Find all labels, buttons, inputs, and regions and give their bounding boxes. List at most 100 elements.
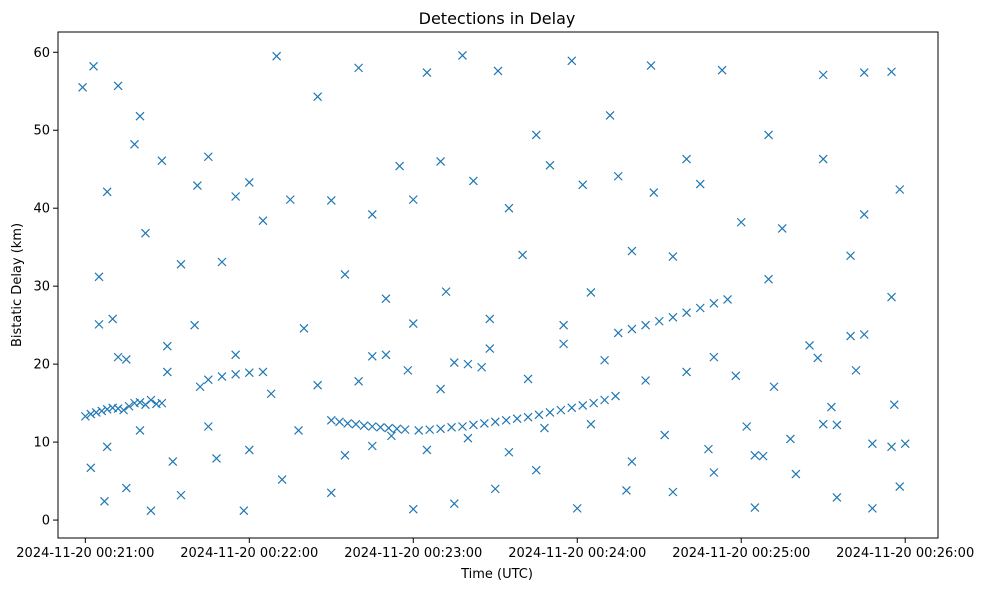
- data-point-marker: [682, 154, 691, 164]
- data-point-marker: [851, 365, 861, 375]
- data-point-marker: [758, 451, 768, 461]
- data-point-marker: [477, 362, 487, 372]
- data-point-marker: [895, 185, 905, 194]
- data-point-marker: [168, 457, 178, 467]
- data-point-marker: [203, 152, 213, 162]
- data-point-marker: [395, 161, 405, 171]
- data-point-marker: [900, 439, 910, 449]
- data-point-marker: [212, 454, 221, 463]
- data-point-marker: [449, 358, 459, 368]
- data-point-marker: [627, 324, 637, 334]
- data-point-marker: [130, 139, 139, 149]
- data-point-marker: [709, 298, 719, 308]
- data-point-marker: [695, 179, 705, 189]
- data-point-marker: [887, 67, 896, 77]
- data-point-marker: [231, 350, 241, 360]
- data-point-marker: [479, 418, 489, 428]
- data-point-marker: [859, 68, 869, 77]
- data-point-marker: [340, 270, 350, 279]
- x-tick-label: 2024-11-20 00:22:00: [180, 546, 318, 561]
- data-point-marker: [146, 395, 156, 405]
- y-tick-label: 0: [42, 514, 50, 529]
- data-point-marker: [195, 382, 205, 392]
- data-point-marker: [384, 423, 394, 433]
- data-point-marker: [272, 51, 282, 61]
- data-point-marker: [654, 316, 664, 326]
- data-point-marker: [531, 130, 541, 140]
- data-point-marker: [613, 171, 623, 181]
- data-point-marker: [203, 375, 213, 385]
- data-point-marker: [447, 422, 456, 432]
- data-point-marker: [294, 425, 303, 435]
- data-point-marker: [119, 405, 129, 415]
- data-point-marker: [367, 351, 377, 361]
- data-point-marker: [408, 319, 418, 329]
- data-point-marker: [832, 420, 842, 430]
- data-point-marker: [818, 154, 828, 164]
- data-point-marker: [354, 376, 364, 386]
- data-point-marker: [392, 424, 402, 434]
- data-point-marker: [600, 395, 610, 405]
- data-point-marker: [436, 384, 446, 394]
- data-point-marker: [613, 328, 623, 338]
- data-point-marker: [258, 367, 268, 377]
- data-point-marker: [832, 493, 842, 502]
- x-tick-label: 2024-11-20 00:26:00: [836, 546, 974, 561]
- data-point-marker: [531, 465, 541, 475]
- data-point-marker: [176, 259, 186, 269]
- data-point-marker: [258, 216, 268, 226]
- data-point-marker: [86, 409, 96, 419]
- data-point-marker: [217, 257, 227, 267]
- data-point-marker: [578, 180, 588, 190]
- data-point-marker: [436, 424, 446, 434]
- data-point-marker: [695, 303, 705, 313]
- data-point-marker: [818, 419, 828, 429]
- data-point-marker: [157, 398, 167, 408]
- data-point-marker: [468, 420, 478, 430]
- data-point-marker: [108, 314, 118, 324]
- data-point-marker: [501, 415, 511, 425]
- data-point-marker: [425, 425, 435, 435]
- data-point-marker: [436, 156, 446, 166]
- data-point-marker: [512, 414, 522, 424]
- data-point-marker: [490, 417, 500, 427]
- data-point-marker: [176, 490, 186, 500]
- data-point-marker: [162, 367, 172, 377]
- data-point-marker: [742, 422, 752, 431]
- y-tick-label: 50: [33, 124, 50, 139]
- data-point-marker: [89, 61, 98, 71]
- data-point-marker: [572, 503, 582, 513]
- data-point-marker: [859, 330, 869, 339]
- data-point-marker: [458, 422, 467, 431]
- data-point-marker: [78, 82, 88, 92]
- data-point-marker: [244, 368, 254, 378]
- data-point-marker: [190, 320, 200, 330]
- data-point-marker: [102, 442, 112, 452]
- data-point-marker: [717, 65, 727, 75]
- data-point-marker: [559, 339, 569, 349]
- data-point-marker: [102, 404, 112, 414]
- data-point-marker: [750, 503, 760, 513]
- data-point-marker: [124, 401, 134, 411]
- data-point-marker: [805, 340, 814, 350]
- data-point-marker: [351, 419, 361, 429]
- data-point-marker: [146, 506, 156, 516]
- data-point-marker: [326, 488, 336, 498]
- data-point-marker: [485, 344, 495, 353]
- y-tick-label: 40: [33, 202, 50, 217]
- data-point-marker: [859, 210, 869, 219]
- data-point-marker: [367, 441, 377, 451]
- data-point-marker: [94, 272, 104, 282]
- y-axis-ticks: 0 10 20 30 40 50 60: [33, 46, 58, 529]
- data-point-marker: [682, 308, 691, 318]
- data-point-marker: [622, 486, 631, 495]
- data-point-marker: [731, 371, 741, 381]
- data-point-marker: [826, 402, 836, 412]
- data-point-marker: [217, 372, 227, 382]
- data-point-marker: [135, 397, 145, 407]
- data-point-marker: [485, 314, 495, 324]
- data-point-marker: [750, 450, 760, 460]
- data-point-marker: [244, 445, 254, 455]
- data-point-marker: [791, 469, 801, 479]
